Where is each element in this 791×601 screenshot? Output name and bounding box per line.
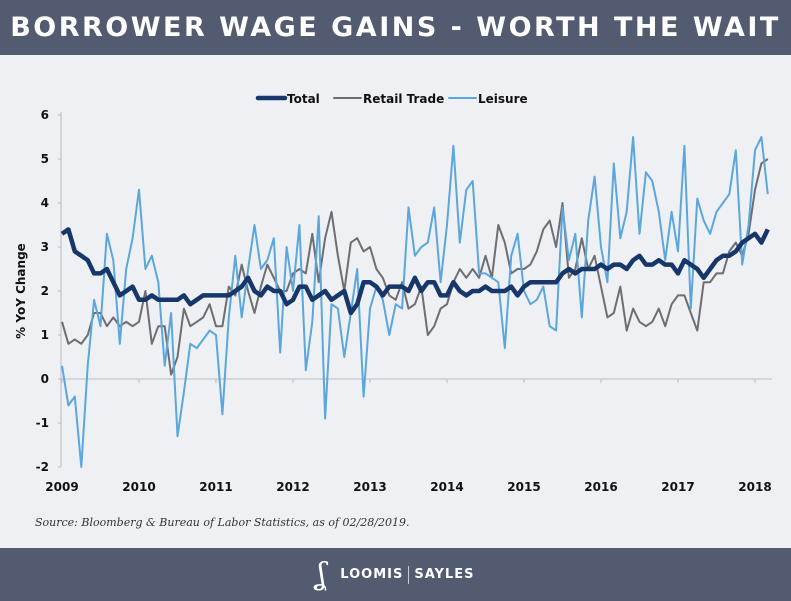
y-tick-label: 6 (41, 108, 49, 122)
logo-mark-icon: ʆ (316, 556, 327, 592)
brand-right: SAYLES (414, 567, 475, 582)
y-tick-label: 0 (41, 372, 49, 386)
x-tick-label: 2015 (507, 480, 540, 494)
footer-bar: ʆ LOOMIS SAYLES (0, 548, 791, 601)
y-tick-label: 5 (41, 152, 49, 166)
x-tick-label: 2011 (199, 480, 232, 494)
y-tick-label: 2 (41, 284, 49, 298)
y-axis-label: % YoY Change (14, 243, 28, 339)
legend-label-total: Total (287, 92, 320, 106)
series-line-total (60, 227, 770, 316)
y-tick-label: 3 (41, 240, 49, 254)
series-line-retail-trade (61, 158, 769, 376)
series-line-leisure (61, 136, 769, 468)
title-bar: BORROWER WAGE GAINS - WORTH THE WAIT (0, 0, 791, 55)
x-tick-label: 2009 (45, 480, 78, 494)
x-tick-label: 2010 (122, 480, 155, 494)
x-tick-label: 2016 (584, 480, 617, 494)
x-tick-label: 2012 (276, 480, 309, 494)
source-note: Source: Bloomberg & Bureau of Labor Stat… (35, 516, 410, 529)
legend-label-leisure: Leisure (478, 92, 528, 106)
chart-title: BORROWER WAGE GAINS - WORTH THE WAIT (10, 12, 781, 43)
brand-divider (408, 565, 410, 584)
x-tick-label: 2017 (661, 480, 694, 494)
loomis-sayles-logo: ʆ LOOMIS SAYLES (316, 556, 475, 592)
y-tick-label: -2 (36, 460, 49, 474)
y-tick-label: -1 (36, 416, 49, 430)
y-tick-label: 1 (41, 328, 49, 342)
brand-left: LOOMIS (340, 567, 404, 582)
legend-label-retail-trade: Retail Trade (363, 92, 444, 106)
x-tick-label: 2018 (738, 480, 771, 494)
y-tick-label: 4 (41, 196, 49, 210)
x-tick-label: 2013 (353, 480, 386, 494)
x-tick-label: 2014 (430, 480, 463, 494)
